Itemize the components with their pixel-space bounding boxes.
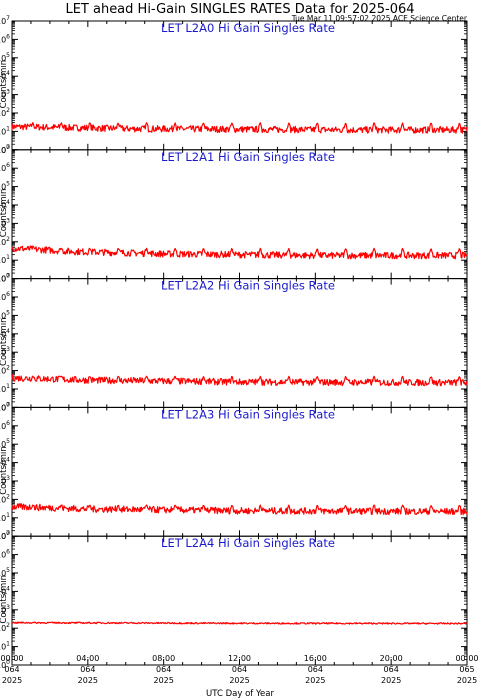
panel-frame bbox=[11, 149, 468, 280]
y-tick-label: 102 bbox=[0, 236, 10, 247]
x-tick-label: 12:00 bbox=[228, 654, 251, 663]
series-line bbox=[11, 122, 468, 134]
y-axis-label: Counts/min bbox=[0, 446, 9, 495]
x-tick-label: 064 bbox=[80, 665, 95, 674]
x-tick-label: 064 bbox=[384, 665, 399, 674]
x-tick-label: 04:00 bbox=[76, 654, 99, 663]
y-tick-label: 102 bbox=[0, 107, 10, 118]
x-tick-label: 2025 bbox=[153, 676, 173, 685]
y-tick-label: 101 bbox=[0, 512, 10, 523]
y-tick-label: 106 bbox=[0, 549, 10, 560]
y-tick-label: 105 bbox=[0, 309, 10, 320]
x-tick-label: 16:00 bbox=[304, 654, 327, 663]
y-tick-label: 106 bbox=[0, 420, 10, 431]
panel-1: 100 101 102 103 104 105 106 107 Counts/min LET L2… bbox=[0, 144, 468, 284]
x-tick-label: 2025 bbox=[381, 676, 401, 685]
y-tick-label: 102 bbox=[0, 622, 10, 633]
y-tick-label: 107 bbox=[0, 530, 10, 541]
x-tick-label: 2025 bbox=[2, 676, 22, 685]
x-tick-label: 2025 bbox=[78, 676, 98, 685]
y-tick-label: 106 bbox=[0, 33, 10, 44]
y-tick-label: 104 bbox=[0, 70, 10, 81]
y-tick-label: 105 bbox=[0, 181, 10, 192]
panels: 100 101 102 103 104 105 106 107 Counts/min LET L2… bbox=[0, 15, 468, 670]
panel-frame bbox=[11, 278, 468, 408]
y-tick-label: 102 bbox=[0, 365, 10, 376]
y-tick-label: 101 bbox=[0, 254, 10, 265]
y-tick-label: 107 bbox=[0, 401, 10, 412]
panel-4: 100 101 102 103 104 105 106 107 Counts/min LET L2… bbox=[0, 530, 468, 670]
y-tick-label: 104 bbox=[0, 199, 10, 210]
panel-3: 100 101 102 103 104 105 106 107 Counts/min LET L2… bbox=[0, 401, 468, 541]
y-tick-label: 104 bbox=[0, 585, 10, 596]
y-tick-label: 103 bbox=[0, 346, 10, 357]
panel-title: LET L2A4 Hi Gain Singles Rate bbox=[161, 536, 335, 550]
x-tick-labels: 00:00 064 2025 04:00 064 2025 08:00 064 2025 12:0… bbox=[0, 654, 478, 685]
y-tick-label: 107 bbox=[0, 15, 10, 26]
x-axis-label: UTC Day of Year bbox=[206, 689, 274, 699]
y-tick-label: 100 bbox=[0, 530, 10, 541]
y-tick-label: 100 bbox=[0, 659, 10, 670]
x-tick-label: 064 bbox=[156, 665, 171, 674]
y-tick-label: 103 bbox=[0, 475, 10, 486]
x-tick-label: 064 bbox=[308, 665, 323, 674]
y-tick-label: 101 bbox=[0, 383, 10, 394]
y-tick-label: 102 bbox=[0, 493, 10, 504]
y-axis-label: Counts/min bbox=[0, 317, 9, 366]
panel-0: 100 101 102 103 104 105 106 107 Counts/min LET L2… bbox=[0, 15, 468, 155]
y-tick-label: 103 bbox=[0, 604, 10, 615]
panel-title: LET L2A2 Hi Gain Singles Rate bbox=[161, 279, 335, 293]
x-tick-label: 2025 bbox=[457, 676, 477, 685]
figure-subtitle: Tue Mar 11 09:57:02 2025 ACE Science Cen… bbox=[291, 14, 468, 23]
y-tick-label: 104 bbox=[0, 457, 10, 468]
y-tick-label: 105 bbox=[0, 567, 10, 578]
x-tick-label: 064 bbox=[4, 665, 19, 674]
y-tick-label: 106 bbox=[0, 291, 10, 302]
panel-title: LET L2A0 Hi Gain Singles Rate bbox=[161, 21, 335, 35]
x-tick-label: 2025 bbox=[305, 676, 325, 685]
y-tick-label: 103 bbox=[0, 89, 10, 100]
y-tick-label: 106 bbox=[0, 162, 10, 173]
y-axis-label: Counts/min bbox=[0, 189, 9, 238]
figure-title: LET ahead Hi-Gain SINGLES RATES Data for… bbox=[65, 2, 414, 17]
series-line bbox=[11, 245, 468, 260]
y-tick-label: 105 bbox=[0, 438, 10, 449]
x-tick-label: 00:00 bbox=[0, 654, 23, 663]
x-tick-label: 20:00 bbox=[380, 654, 403, 663]
x-tick-label: 2025 bbox=[229, 676, 249, 685]
y-tick-label: 100 bbox=[0, 144, 10, 155]
y-tick-label: 107 bbox=[0, 144, 10, 155]
y-tick-label: 104 bbox=[0, 328, 10, 339]
y-tick-label: 100 bbox=[0, 401, 10, 412]
x-tick-label: 064 bbox=[232, 665, 247, 674]
panel-frame bbox=[11, 535, 468, 666]
series-line bbox=[11, 621, 468, 625]
y-tick-label: 103 bbox=[0, 217, 10, 228]
panel-title: LET L2A1 Hi Gain Singles Rate bbox=[161, 150, 335, 164]
y-tick-label: 101 bbox=[0, 641, 10, 652]
x-tick-label: 065 bbox=[459, 665, 474, 674]
x-tick-label: 00:00 bbox=[455, 654, 478, 663]
series-line bbox=[11, 503, 468, 516]
panel-title: LET L2A3 Hi Gain Singles Rate bbox=[161, 407, 335, 421]
y-axis-label: Counts/min bbox=[0, 575, 9, 624]
y-tick-label: 101 bbox=[0, 125, 10, 136]
x-tick-label: 08:00 bbox=[152, 654, 175, 663]
panel-2: 100 101 102 103 104 105 106 107 Counts/min LET L2… bbox=[0, 273, 468, 412]
y-axis-label: Counts/min bbox=[0, 60, 9, 109]
panel-frame bbox=[11, 406, 468, 537]
y-tick-label: 105 bbox=[0, 52, 10, 63]
y-tick-label: 100 bbox=[0, 273, 10, 284]
y-tick-label: 107 bbox=[0, 273, 10, 284]
series-line bbox=[11, 374, 468, 387]
